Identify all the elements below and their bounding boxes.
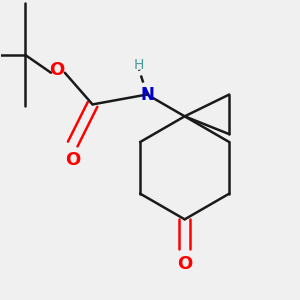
Text: O: O — [177, 255, 192, 273]
Text: H: H — [134, 58, 144, 72]
Text: O: O — [49, 61, 64, 79]
Text: O: O — [65, 151, 80, 169]
Text: N: N — [140, 85, 154, 103]
